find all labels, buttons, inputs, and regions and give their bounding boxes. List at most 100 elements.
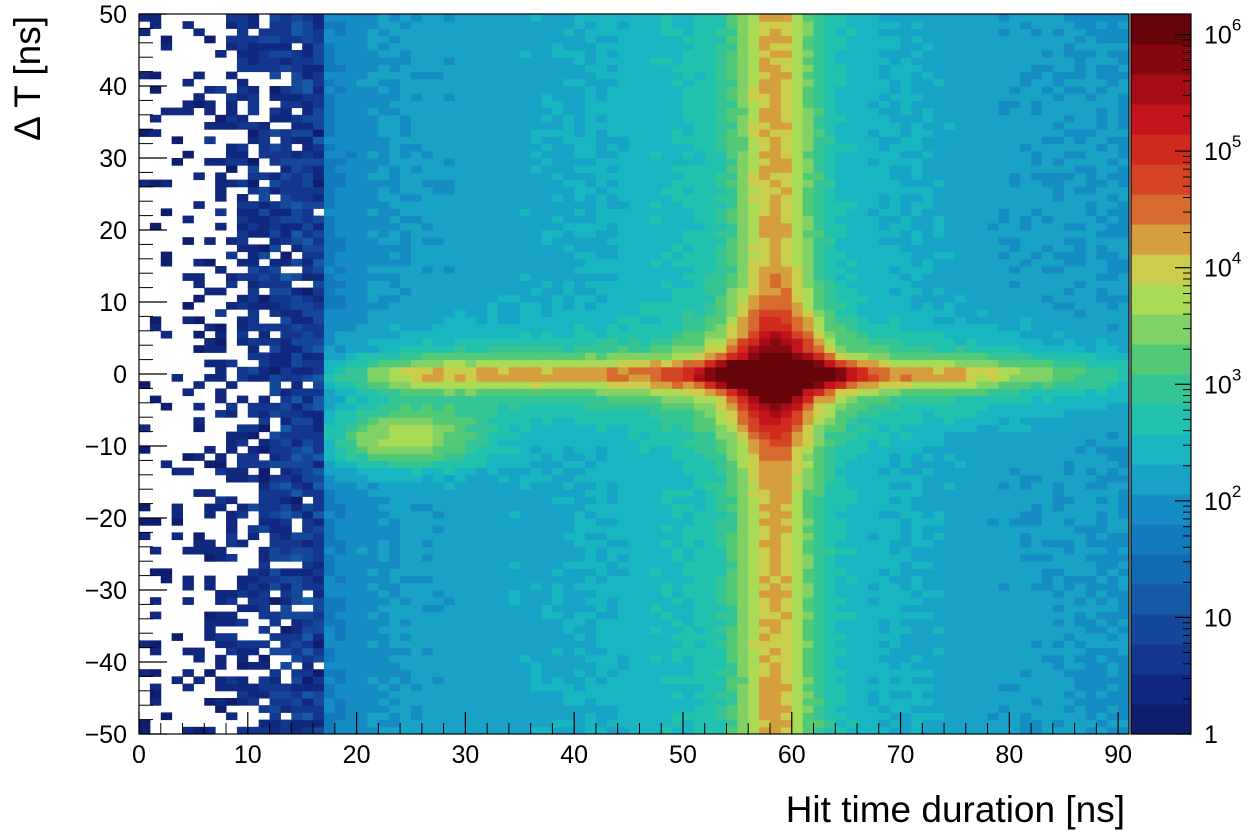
heatmap-cell (639, 86, 651, 94)
heatmap-cell (759, 64, 771, 73)
heatmap-cell (313, 690, 325, 699)
heatmap-cell (432, 496, 445, 505)
heatmap-cell (661, 136, 673, 145)
heatmap-cell (487, 114, 499, 123)
heatmap-cell (563, 532, 575, 541)
heatmap-cell (530, 460, 543, 469)
heatmap-cell (628, 165, 640, 173)
heatmap-cell (650, 136, 662, 145)
heatmap-cell (759, 496, 771, 505)
heatmap-cell (508, 669, 521, 677)
heatmap-cell (617, 359, 630, 368)
heatmap-cell (465, 705, 477, 713)
heatmap-cell (498, 410, 510, 418)
heatmap-cell (421, 539, 434, 548)
heatmap-cell (356, 323, 368, 332)
heatmap-cell (530, 251, 543, 260)
heatmap-cell (704, 518, 717, 526)
heatmap-cell (400, 345, 412, 353)
heatmap-cell (215, 330, 227, 339)
heatmap-cell (454, 107, 466, 116)
heatmap-cell (367, 244, 379, 253)
heatmap-cell (737, 251, 749, 260)
heatmap-cell (139, 640, 151, 649)
heatmap-cell (258, 294, 271, 303)
heatmap-cell (639, 14, 651, 22)
heatmap-cell (465, 14, 477, 22)
heatmap-cell (617, 597, 630, 605)
heatmap-cell (454, 57, 466, 65)
heatmap-cell (280, 208, 292, 217)
heatmap-cell (345, 57, 358, 65)
heatmap-cell (367, 201, 379, 209)
heatmap-cell (650, 186, 662, 195)
heatmap-cell (389, 345, 401, 353)
heatmap-cell (367, 14, 379, 22)
heatmap-cell (672, 186, 684, 195)
heatmap-cell (313, 417, 325, 425)
heatmap-cell (334, 280, 347, 289)
heatmap-cell (541, 604, 553, 613)
heatmap-cell (410, 71, 423, 80)
heatmap-cell (606, 150, 619, 159)
heatmap-cell (672, 532, 684, 541)
heatmap-cell (149, 546, 162, 555)
heatmap-cell (334, 208, 347, 217)
heatmap-cell (672, 194, 684, 202)
heatmap-cell (400, 489, 412, 497)
heatmap-cell (323, 186, 336, 195)
heatmap-cell (400, 14, 412, 22)
heatmap-cell (280, 35, 292, 44)
heatmap-cell (345, 611, 358, 620)
heatmap-cell (715, 273, 727, 281)
heatmap-cell (715, 633, 727, 641)
heatmap-cell (280, 633, 292, 641)
heatmap-cell (759, 21, 771, 29)
heatmap-cell (215, 460, 227, 469)
heatmap-cell (323, 698, 336, 706)
heatmap-cell (356, 201, 368, 209)
heatmap-cell (215, 467, 227, 476)
heatmap-cell (519, 237, 532, 245)
heatmap-cell (704, 64, 717, 73)
heatmap-cell (541, 294, 553, 303)
heatmap-cell (508, 539, 521, 548)
heatmap-cell (748, 676, 760, 685)
heatmap-cell (585, 280, 597, 289)
heatmap-cell (323, 381, 336, 389)
heatmap-cell (737, 669, 749, 677)
heatmap-cell (769, 726, 782, 735)
heatmap-cell (247, 474, 260, 483)
heatmap-cell (672, 28, 684, 37)
heatmap-cell (432, 611, 445, 620)
heatmap-cell (541, 395, 553, 404)
heatmap-cell (356, 597, 368, 605)
heatmap-cell (769, 590, 782, 598)
heatmap-cell (595, 633, 608, 641)
heatmap-cell (617, 460, 630, 469)
heatmap-cell (585, 136, 597, 145)
heatmap-cell (247, 230, 260, 238)
heatmap-cell (661, 669, 673, 677)
heatmap-cell (410, 251, 423, 260)
heatmap-cell (595, 683, 608, 692)
heatmap-cell (563, 503, 575, 512)
heatmap-cell (639, 273, 651, 281)
heatmap-cell (269, 705, 281, 713)
heatmap-cell (508, 71, 521, 80)
heatmap-cell (443, 453, 455, 461)
heatmap-cell (465, 582, 477, 591)
heatmap-cell (759, 222, 771, 231)
heatmap-cell (737, 395, 749, 404)
heatmap-cell (432, 438, 445, 447)
heatmap-cell (193, 647, 205, 656)
heatmap-cell (443, 302, 455, 310)
heatmap-cell (508, 510, 521, 519)
heatmap-cell (226, 179, 238, 188)
heatmap-cell (269, 366, 281, 375)
heatmap-cell (454, 208, 466, 217)
heatmap-cell (487, 402, 499, 411)
heatmap-cell (530, 546, 543, 555)
heatmap-cell (356, 107, 368, 116)
heatmap-cell (726, 503, 738, 512)
